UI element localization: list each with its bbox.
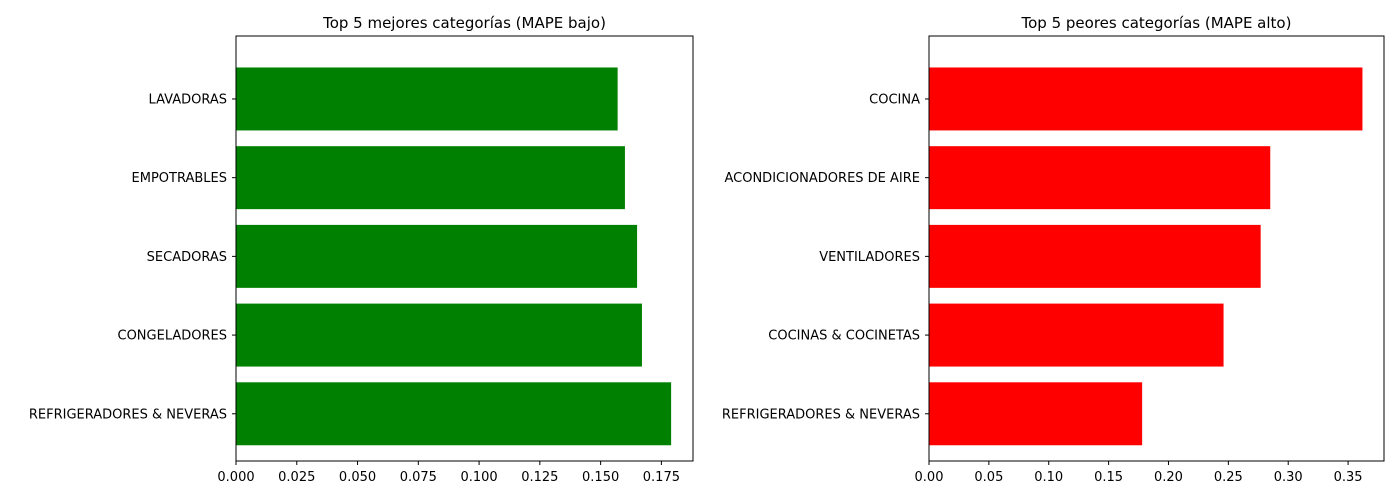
x-tick-label: 0.15	[1094, 470, 1123, 485]
bar	[929, 224, 1261, 288]
chart-title: Top 5 mejores categorías (MAPE bajo)	[322, 14, 606, 32]
x-tick-label: 0.075	[400, 470, 437, 485]
bar	[929, 303, 1224, 367]
axes-frame	[928, 35, 1385, 462]
x-tick-label: 0.20	[1154, 470, 1183, 485]
x-tick-label: 0.125	[521, 470, 558, 485]
x-tick-label: 0.25	[1214, 470, 1243, 485]
bar	[929, 382, 1143, 446]
category-label: VENTILADORES	[819, 250, 920, 265]
category-label: CONGELADORES	[118, 329, 228, 344]
x-tick-label: 0.00	[915, 470, 944, 485]
bar	[236, 67, 618, 131]
x-tick-label: 0.05	[974, 470, 1003, 485]
category-label: REFRIGERADORES & NEVERAS	[722, 407, 920, 422]
bar	[236, 146, 625, 210]
bar	[929, 67, 1363, 131]
x-tick-label: 0.000	[217, 470, 254, 485]
x-tick-label: 0.30	[1274, 470, 1303, 485]
category-label: LAVADORAS	[149, 92, 227, 107]
category-label: SECADORAS	[147, 250, 227, 265]
axes-frame	[235, 35, 694, 462]
bar	[929, 146, 1271, 210]
x-tick-label: 0.10	[1034, 470, 1063, 485]
x-tick-label: 0.025	[278, 470, 315, 485]
chart-title: Top 5 peores categorías (MAPE alto)	[1021, 14, 1292, 32]
bar	[236, 224, 638, 288]
category-label: ACONDICIONADORES DE AIRE	[724, 171, 920, 186]
bar	[236, 303, 642, 367]
category-label: EMPOTRABLES	[132, 171, 227, 186]
category-label: COCINAS & COCINETAS	[768, 329, 920, 344]
x-tick-label: 0.100	[460, 470, 497, 485]
x-tick-label: 0.050	[339, 470, 376, 485]
bar	[236, 382, 672, 446]
x-tick-label: 0.150	[582, 470, 619, 485]
x-tick-label: 0.35	[1334, 470, 1363, 485]
x-tick-label: 0.175	[643, 470, 680, 485]
category-label: COCINA	[869, 92, 920, 107]
category-label: REFRIGERADORES & NEVERAS	[29, 407, 227, 422]
